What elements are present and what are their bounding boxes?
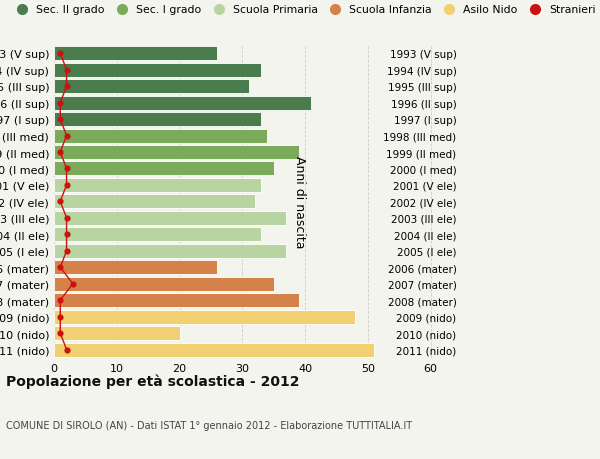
Point	[55, 330, 65, 337]
Point	[55, 198, 65, 206]
Bar	[54, 310, 355, 324]
Bar	[54, 47, 217, 61]
Bar	[54, 277, 274, 291]
Point	[55, 100, 65, 107]
Point	[62, 346, 71, 353]
Point	[62, 215, 71, 222]
Point	[55, 313, 65, 321]
Y-axis label: Anni di nascita: Anni di nascita	[293, 156, 307, 248]
Point	[55, 50, 65, 58]
Point	[68, 280, 77, 288]
Bar	[54, 228, 261, 242]
Bar	[54, 96, 311, 110]
Point	[62, 83, 71, 90]
Point	[62, 165, 71, 173]
Bar	[54, 212, 286, 225]
Bar	[54, 146, 299, 160]
Bar	[54, 294, 299, 308]
Bar	[54, 162, 274, 176]
Point	[55, 116, 65, 123]
Bar	[54, 113, 261, 127]
Bar	[54, 129, 268, 143]
Text: Popolazione per età scolastica - 2012: Popolazione per età scolastica - 2012	[6, 374, 299, 389]
Bar	[54, 326, 179, 341]
Point	[62, 247, 71, 255]
Bar	[54, 179, 261, 192]
Point	[62, 67, 71, 74]
Point	[55, 149, 65, 157]
Point	[62, 182, 71, 189]
Bar	[54, 261, 217, 274]
Bar	[54, 80, 248, 94]
Point	[62, 231, 71, 239]
Point	[62, 133, 71, 140]
Bar	[54, 244, 286, 258]
Text: COMUNE DI SIROLO (AN) - Dati ISTAT 1° gennaio 2012 - Elaborazione TUTTITALIA.IT: COMUNE DI SIROLO (AN) - Dati ISTAT 1° ge…	[6, 420, 412, 430]
Bar	[54, 343, 374, 357]
Point	[55, 264, 65, 271]
Point	[55, 297, 65, 304]
Bar	[54, 195, 255, 209]
Bar	[54, 63, 261, 78]
Legend: Sec. II grado, Sec. I grado, Scuola Primaria, Scuola Infanzia, Asilo Nido, Stran: Sec. II grado, Sec. I grado, Scuola Prim…	[11, 6, 596, 16]
